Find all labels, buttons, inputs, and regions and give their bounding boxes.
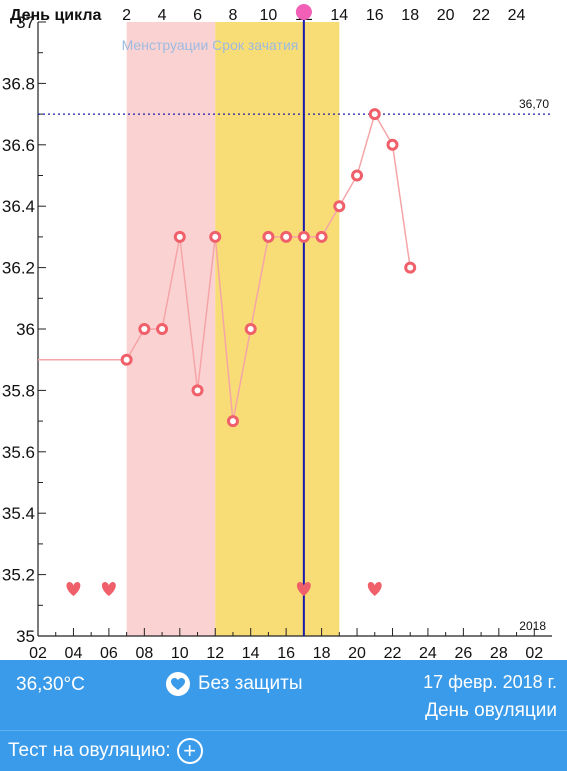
day-info-panel: 36,30°C Без защиты 17 февр. 2018 г. День…	[0, 660, 567, 730]
heart-icon	[66, 581, 81, 596]
temperature-point	[138, 323, 151, 335]
temperature-point	[386, 138, 399, 151]
temperature-point	[333, 200, 346, 213]
temperature-point	[315, 230, 328, 243]
temperature-value[interactable]: 36,30°C	[16, 674, 85, 695]
x-tick-label: 12	[206, 645, 224, 660]
x-tick-label: 02	[525, 645, 543, 660]
cycle-day-label: 2	[122, 7, 131, 24]
y-tick-label: 36.8	[2, 74, 35, 93]
temperature-point	[156, 323, 169, 335]
y-tick-label: 36	[16, 320, 35, 339]
x-tick-label: 18	[313, 645, 331, 660]
x-tick-label: 24	[419, 645, 437, 660]
temperature-point	[226, 415, 239, 428]
chart-title: День цикла	[10, 7, 101, 24]
cycle-day-label: 22	[472, 7, 490, 24]
temperature-point	[173, 230, 186, 243]
protection-status[interactable]: Без защиты	[166, 672, 303, 696]
band-legend: Менструации Срок зачатия	[122, 37, 299, 53]
cycle-day-label: 4	[158, 7, 167, 24]
temperature-point	[120, 353, 133, 366]
cycle-day-label: 18	[401, 7, 419, 24]
y-tick-label: 35.8	[2, 381, 35, 400]
heart-icon	[296, 581, 311, 596]
temperature-point	[404, 261, 417, 274]
temperature-point	[368, 108, 381, 121]
temperature-point	[280, 230, 293, 243]
band-legend-1: Срок зачатия	[208, 37, 298, 53]
heart-icon	[166, 672, 190, 696]
temperature-point	[351, 169, 364, 182]
cycle-day-label: 14	[330, 7, 348, 24]
x-tick-label: 26	[454, 645, 472, 660]
temperature-point	[244, 323, 257, 335]
y-tick-label: 35	[16, 627, 35, 646]
cycle-day-label: 24	[508, 7, 526, 24]
y-tick-label: 37	[16, 13, 35, 32]
y-tick-label: 35.2	[2, 566, 35, 585]
cycle-day-label: 8	[229, 7, 238, 24]
bbt-chart: 35 35.2 35.4 35.6 35.8 36 36.2 36.4 36.6 36.8 37 02…	[2, 4, 552, 660]
y-tick-label: 36.4	[2, 197, 35, 216]
temperature-point	[297, 230, 310, 243]
ovulation-marker	[295, 4, 312, 20]
cycle-day-label: 6	[193, 7, 202, 24]
band-legend-0: Менструации	[122, 37, 209, 53]
x-tick-label: 14	[242, 645, 260, 660]
ovulation-test-bar: Тест на овуляцию: +	[0, 730, 567, 771]
x-tick-label: 28	[490, 645, 508, 660]
cycle-status: День овуляции	[425, 700, 557, 721]
heart-icon	[367, 581, 382, 596]
x-tick-label: 06	[100, 645, 118, 660]
y-tick-label: 36.2	[2, 259, 35, 278]
plus-circle-icon[interactable]: +	[176, 738, 203, 764]
ovulation-test-label: Тест на овуляцию:	[8, 740, 171, 761]
temperature-point	[209, 230, 222, 243]
year-label: 2018	[519, 619, 546, 633]
y-tick-label: 35.6	[2, 443, 35, 462]
cycle-day-label: 10	[260, 7, 278, 24]
y-tick-label: 35.4	[2, 504, 35, 523]
x-tick-label: 20	[348, 645, 366, 660]
temperature-point	[191, 384, 204, 397]
y-tick-label: 36.6	[2, 136, 35, 155]
cycle-day-label: 16	[366, 7, 384, 24]
cycle-day-label: 20	[437, 7, 455, 24]
band-1	[215, 22, 340, 636]
x-tick-label: 10	[171, 645, 189, 660]
temperature-point	[262, 230, 275, 243]
selected-date: 17 февр. 2018 г.	[423, 672, 557, 692]
x-tick-label: 08	[135, 645, 153, 660]
x-tick-label: 16	[277, 645, 295, 660]
x-tick-label: 04	[65, 645, 83, 660]
x-tick-label: 22	[384, 645, 402, 660]
heart-icon	[101, 581, 116, 596]
protection-label: Без защиты	[198, 673, 303, 694]
coverline-label: 36,70	[519, 97, 549, 111]
x-tick-label: 02	[29, 645, 47, 660]
